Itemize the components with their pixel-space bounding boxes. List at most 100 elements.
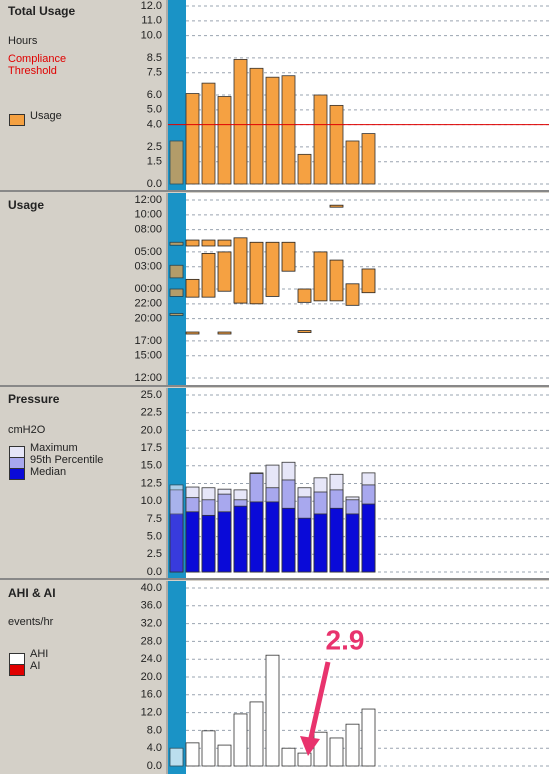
threshold-label: Compliance Threshold — [8, 53, 67, 77]
session — [201, 239, 216, 247]
y-tick-label: 12:00 — [134, 194, 162, 206]
panel-title: Usage — [8, 198, 45, 212]
bar — [329, 104, 344, 185]
bar — [265, 76, 280, 185]
y-tick-label: 11.0 — [141, 15, 162, 27]
bar — [249, 501, 264, 573]
bar — [281, 507, 296, 573]
session — [169, 241, 184, 246]
session — [329, 204, 344, 208]
y-tick-label: 7.5 — [147, 513, 162, 525]
session — [217, 331, 232, 335]
y-tick-label: 7.5 — [147, 67, 162, 79]
y-tick-label: 12:00 — [134, 372, 162, 384]
y-tick-label: 15:00 — [134, 350, 162, 362]
session — [169, 313, 184, 316]
bar — [345, 513, 360, 573]
bar — [313, 94, 328, 185]
bar — [217, 744, 232, 767]
y-tick-label: 40.0 — [141, 582, 162, 594]
bar — [281, 747, 296, 767]
bar — [345, 723, 360, 767]
bar — [233, 713, 248, 767]
session — [185, 239, 200, 247]
panel-title: AHI & AI — [8, 586, 56, 600]
bar — [249, 67, 264, 185]
bar — [361, 503, 376, 573]
y-tick-label: 12.0 — [141, 0, 162, 12]
legend-label: AHI — [30, 648, 49, 660]
session — [169, 264, 184, 279]
y-tick-label: 0.0 — [147, 760, 162, 772]
bar — [361, 133, 376, 185]
y-tick-label: 10:00 — [134, 209, 162, 221]
y-tick-label: 2.5 — [147, 548, 162, 560]
y-tick-label: 8.5 — [147, 52, 162, 64]
bar — [265, 654, 280, 767]
session — [249, 241, 264, 305]
bar — [185, 742, 200, 767]
bar — [249, 701, 264, 767]
bar — [297, 153, 312, 185]
session — [345, 283, 360, 306]
bar — [217, 511, 232, 573]
bar — [313, 731, 328, 767]
annotation-arrowhead — [300, 736, 320, 756]
bar — [185, 93, 200, 185]
y-tick-label: 2.5 — [147, 141, 162, 153]
legend-label: Maximum — [30, 442, 78, 454]
bar — [297, 517, 312, 573]
session — [313, 251, 328, 302]
selected-day — [168, 581, 186, 774]
y-tick-label: 05:00 — [134, 246, 162, 258]
session — [233, 237, 248, 304]
y-tick-label: 0.0 — [147, 566, 162, 578]
y-tick-label: 00:00 — [134, 283, 162, 295]
y-tick-label: 12.0 — [141, 707, 162, 719]
bar — [329, 507, 344, 573]
bar — [233, 59, 248, 185]
y-tick-label: 8.0 — [147, 724, 162, 736]
bar — [345, 140, 360, 185]
bar — [313, 513, 328, 573]
session — [265, 241, 280, 297]
unit-label: Hours — [8, 35, 38, 47]
panel-title: Pressure — [8, 392, 60, 406]
y-tick-label: 08:00 — [134, 224, 162, 236]
y-tick-label: 25.0 — [141, 389, 162, 401]
bar — [361, 708, 376, 767]
y-tick-label: 20.0 — [141, 671, 162, 683]
session — [361, 268, 376, 294]
session — [169, 288, 184, 297]
session — [185, 331, 200, 335]
legend-label: Usage — [30, 110, 62, 122]
session — [297, 330, 312, 333]
y-tick-label: 20:00 — [134, 313, 162, 325]
session — [217, 239, 232, 247]
legend-label: AI — [30, 660, 41, 672]
y-tick-label: 17:00 — [134, 335, 162, 347]
session — [185, 278, 200, 298]
y-tick-label: 15.0 — [141, 460, 162, 472]
legend-swatch — [9, 468, 25, 480]
annotation: 2.9 — [326, 624, 365, 655]
bar — [201, 82, 216, 185]
y-tick-label: 6.0 — [147, 89, 162, 101]
y-tick-label: 10.0 — [141, 495, 162, 507]
y-tick-label: 4.0 — [147, 742, 162, 754]
y-tick-label: 16.0 — [141, 689, 162, 701]
y-tick-label: 0.0 — [147, 178, 162, 190]
legend-swatch — [9, 664, 25, 676]
y-tick-label: 10.0 — [141, 30, 162, 42]
bar — [297, 752, 312, 767]
y-tick-label: 5.0 — [147, 531, 162, 543]
legend-swatch — [9, 114, 25, 126]
y-tick-label: 12.5 — [141, 477, 162, 489]
session — [297, 288, 312, 303]
bar — [201, 730, 216, 767]
y-tick-label: 4.0 — [147, 119, 162, 131]
y-tick-label: 03:00 — [134, 261, 162, 273]
y-tick-label: 22.5 — [141, 407, 162, 419]
bar — [169, 747, 184, 767]
panel-title: Total Usage — [8, 4, 76, 18]
